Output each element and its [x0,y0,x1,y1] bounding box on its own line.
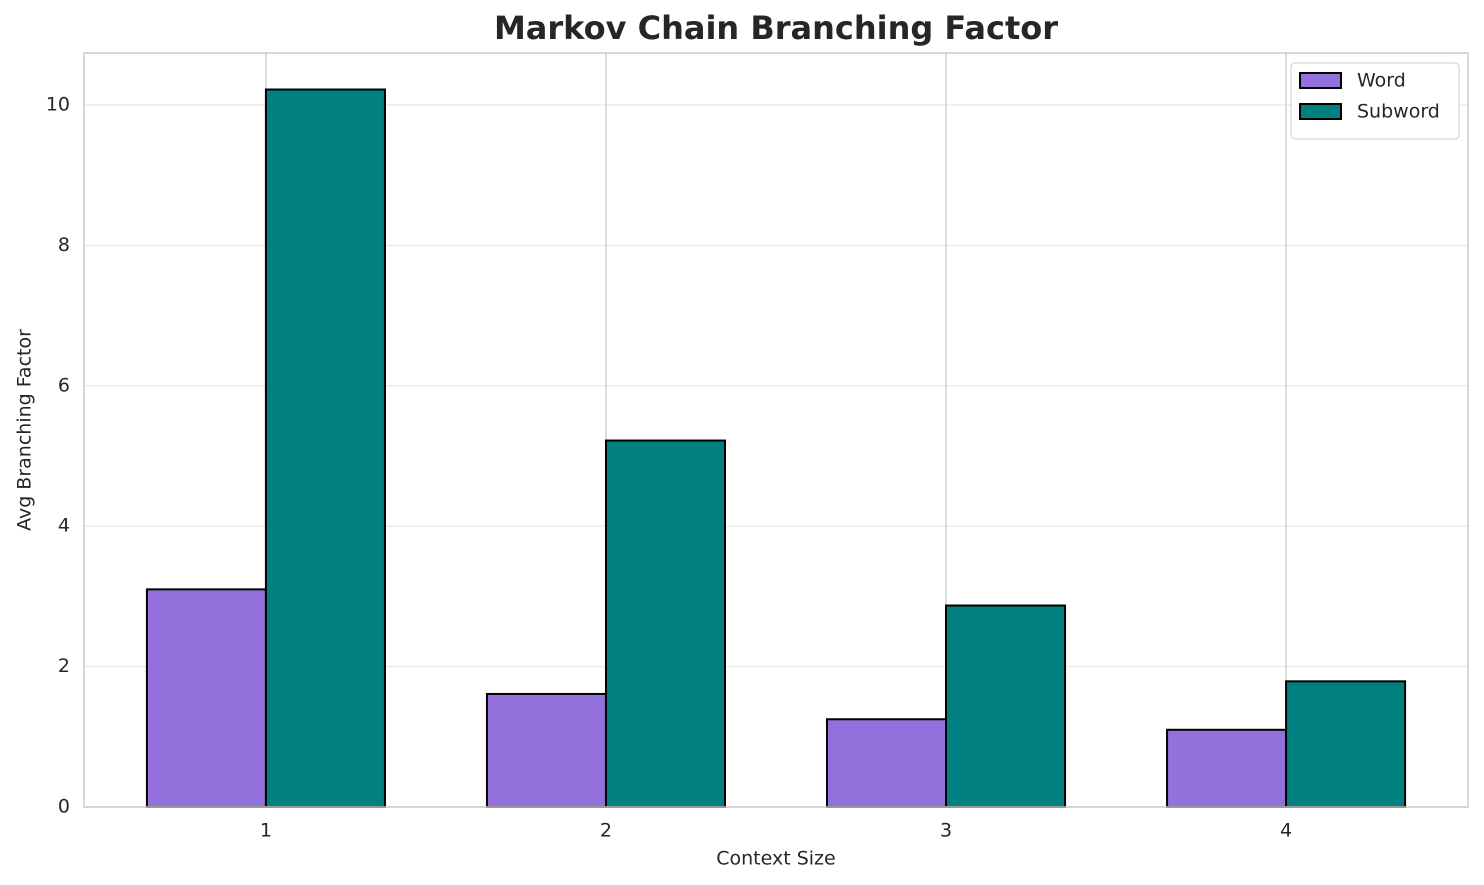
y-axis-label: Avg Branching Factor [14,329,36,531]
legend-swatch [1299,103,1342,120]
bar [1285,680,1407,808]
x-tick-label: 4 [1280,820,1292,842]
y-tick-label: 2 [58,655,70,677]
bar [1166,728,1288,808]
y-tick-label: 0 [58,796,70,818]
bar [945,604,1067,808]
legend-label: Word [1357,70,1406,92]
y-tick-label: 6 [58,374,70,396]
x-tick-label: 1 [260,820,272,842]
bar [145,588,267,808]
x-tick-label: 3 [940,820,952,842]
legend-label: Subword [1357,101,1440,123]
chart-title: Markov Chain Branching Factor [494,9,1058,47]
y-tick-label: 8 [58,234,70,256]
y-tick-label: 4 [58,515,70,537]
y-tick-label: 10 [46,93,70,115]
x-tick-label: 2 [600,820,612,842]
bar [264,88,386,808]
plot-frame [83,52,1469,808]
bar [485,692,607,809]
bar [604,439,726,808]
legend-swatch [1299,72,1342,89]
bar [826,718,948,809]
x-axis-label: Context Size [716,848,835,870]
